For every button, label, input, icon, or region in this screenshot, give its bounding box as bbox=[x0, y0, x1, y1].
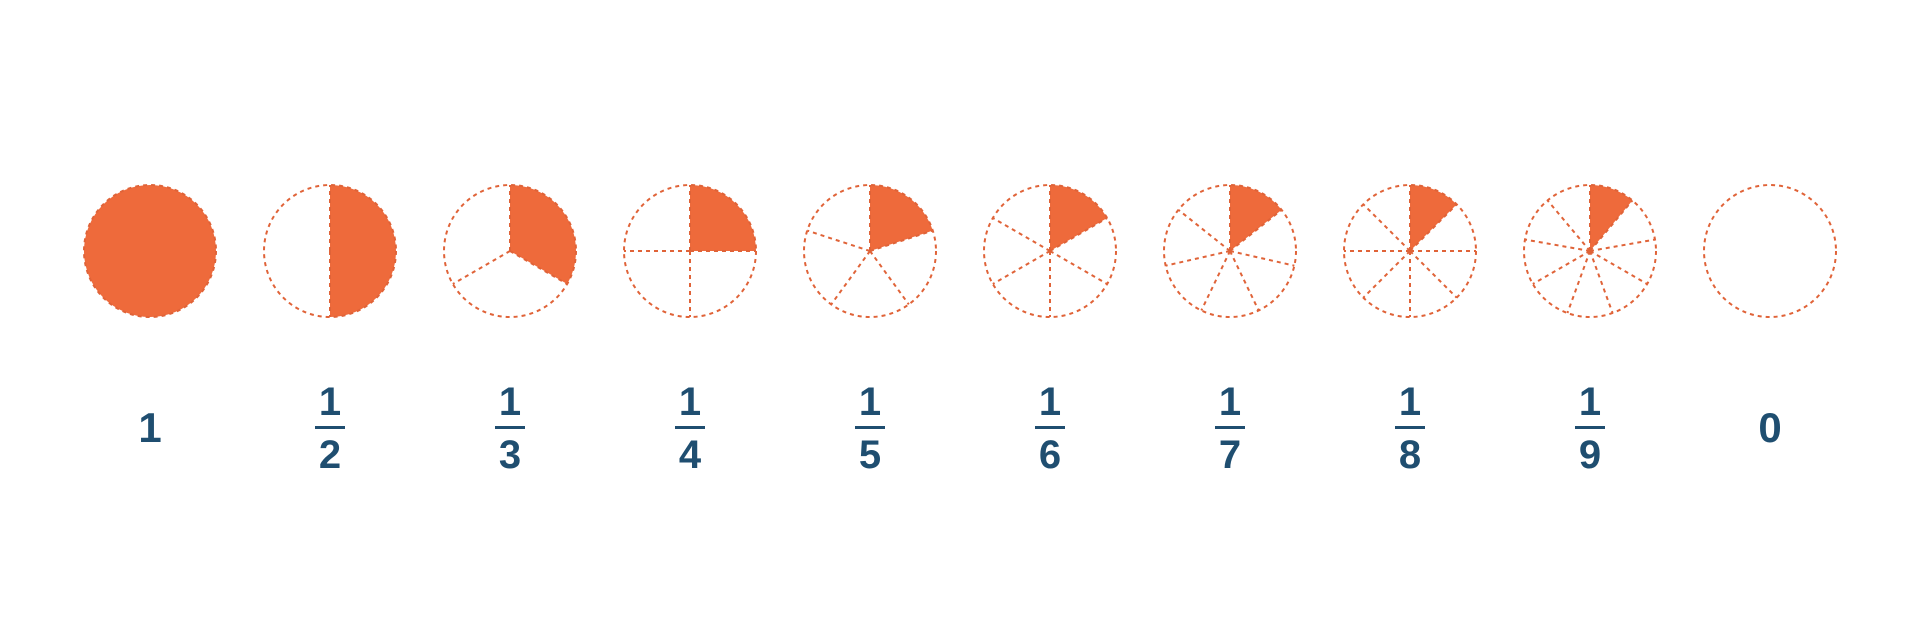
fraction-numerator: 1 bbox=[1219, 382, 1241, 426]
fraction-denominator: 7 bbox=[1219, 429, 1241, 475]
fraction-item-1-5: 1 5 bbox=[801, 182, 939, 478]
fraction-pie-1-5 bbox=[801, 182, 939, 320]
fraction-pie-1-4 bbox=[621, 182, 759, 320]
fraction-item-1: 1 bbox=[81, 182, 219, 478]
fraction-label-1-5: 1 5 bbox=[855, 378, 885, 478]
fraction-item-1-8: 1 8 bbox=[1341, 182, 1479, 478]
fraction-value: 1 6 bbox=[1035, 382, 1065, 475]
fraction-numerator: 1 bbox=[319, 382, 341, 426]
fraction-item-1-9: 1 9 bbox=[1521, 182, 1659, 478]
fraction-denominator: 8 bbox=[1399, 429, 1421, 475]
fraction-value: 1 8 bbox=[1395, 382, 1425, 475]
fraction-numerator: 1 bbox=[1039, 382, 1061, 426]
fraction-value: 1 2 bbox=[315, 382, 345, 475]
fraction-value: 1 7 bbox=[1215, 382, 1245, 475]
fraction-pie-1-7 bbox=[1161, 182, 1299, 320]
fraction-label-0: 0 bbox=[1758, 378, 1781, 478]
fraction-denominator: 5 bbox=[859, 429, 881, 475]
whole-value: 0 bbox=[1758, 407, 1781, 449]
fraction-pie-1-6 bbox=[981, 182, 1119, 320]
fraction-item-1-2: 1 2 bbox=[261, 182, 399, 478]
fraction-label-1-6: 1 6 bbox=[1035, 378, 1065, 478]
fraction-item-1-4: 1 4 bbox=[621, 182, 759, 478]
fraction-value: 1 4 bbox=[675, 382, 705, 475]
fraction-label-1-7: 1 7 bbox=[1215, 378, 1245, 478]
fraction-denominator: 2 bbox=[319, 429, 341, 475]
fraction-label-1: 1 bbox=[138, 378, 161, 478]
fraction-pie-1-9 bbox=[1521, 182, 1659, 320]
fraction-denominator: 3 bbox=[499, 429, 521, 475]
fraction-pie-1-2 bbox=[261, 182, 399, 320]
fraction-label-1-4: 1 4 bbox=[675, 378, 705, 478]
fraction-value: 1 5 bbox=[855, 382, 885, 475]
fraction-denominator: 4 bbox=[679, 429, 701, 475]
fraction-item-0: 0 bbox=[1701, 182, 1839, 478]
fraction-denominator: 9 bbox=[1579, 429, 1601, 475]
fraction-numerator: 1 bbox=[679, 382, 701, 426]
fraction-pie-0 bbox=[1701, 182, 1839, 320]
fraction-label-1-8: 1 8 bbox=[1395, 378, 1425, 478]
fraction-item-1-7: 1 7 bbox=[1161, 182, 1299, 478]
fraction-label-1-9: 1 9 bbox=[1575, 378, 1605, 478]
fraction-label-1-3: 1 3 bbox=[495, 378, 525, 478]
fractions-row: 1 1 2 1 3 1 4 bbox=[0, 0, 1920, 640]
whole-value: 1 bbox=[138, 407, 161, 449]
fraction-item-1-6: 1 6 bbox=[981, 182, 1119, 478]
fraction-value: 1 9 bbox=[1575, 382, 1605, 475]
fraction-pie-1-3 bbox=[441, 182, 579, 320]
fraction-label-1-2: 1 2 bbox=[315, 378, 345, 478]
fraction-numerator: 1 bbox=[1399, 382, 1421, 426]
fraction-pie-1 bbox=[81, 182, 219, 320]
fraction-numerator: 1 bbox=[859, 382, 881, 426]
fraction-value: 1 3 bbox=[495, 382, 525, 475]
fraction-item-1-3: 1 3 bbox=[441, 182, 579, 478]
fraction-pie-1-8 bbox=[1341, 182, 1479, 320]
fraction-numerator: 1 bbox=[1579, 382, 1601, 426]
fraction-denominator: 6 bbox=[1039, 429, 1061, 475]
fraction-numerator: 1 bbox=[499, 382, 521, 426]
